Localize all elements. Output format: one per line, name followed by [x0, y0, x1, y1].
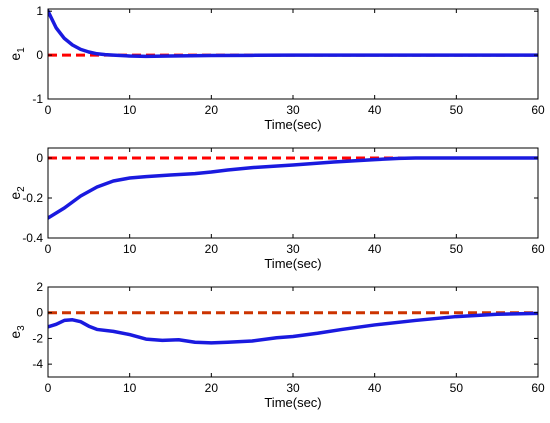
y-tick-label: -0.4	[22, 231, 43, 245]
y-tick-label: 0	[36, 48, 43, 62]
x-tick-label: 40	[368, 381, 382, 395]
y-tick-label: 0	[36, 306, 43, 320]
x-tick-label: 10	[123, 242, 137, 256]
error-curve	[48, 311, 538, 345]
x-tick-label: 30	[286, 103, 300, 117]
y-tick-label: -2	[32, 331, 43, 345]
y-axis-label: e2	[7, 186, 27, 200]
y-axis-label: e1	[7, 47, 27, 61]
x-tick-label: 20	[205, 242, 219, 256]
x-tick-label: 60	[531, 381, 545, 395]
error-curve	[48, 9, 538, 59]
x-tick-label: 50	[450, 381, 464, 395]
series-group	[48, 156, 538, 220]
y-tick-label: 1	[36, 4, 43, 18]
x-tick-label: 60	[531, 242, 545, 256]
x-tick-label: 20	[205, 381, 219, 395]
x-tick-label: 0	[45, 381, 52, 395]
y-tick-label: -4	[32, 357, 43, 371]
x-tick-label: 30	[286, 381, 300, 395]
y-tick-label: 2	[36, 280, 43, 294]
x-tick-label: 20	[205, 103, 219, 117]
error-curve	[48, 156, 538, 220]
y-tick-label: -0.2	[22, 191, 43, 205]
x-axis-label: Time(sec)	[264, 117, 321, 132]
x-axis-label: Time(sec)	[264, 256, 321, 271]
x-tick-label: 0	[45, 103, 52, 117]
x-tick-label: 10	[123, 103, 137, 117]
x-tick-label: 30	[286, 242, 300, 256]
series-group	[48, 9, 538, 59]
x-tick-label: 60	[531, 103, 545, 117]
axes-frame	[47, 147, 539, 239]
x-axis-label: Time(sec)	[264, 395, 321, 410]
series-group	[48, 311, 538, 345]
x-tick-label: 10	[123, 381, 137, 395]
x-tick-label: 0	[45, 242, 52, 256]
x-tick-label: 50	[450, 103, 464, 117]
y-tick-label: 0	[36, 151, 43, 165]
x-tick-label: 40	[368, 242, 382, 256]
y-axis-label: e3	[7, 325, 27, 339]
y-tick-label: -1	[32, 92, 43, 106]
x-tick-label: 50	[450, 242, 464, 256]
x-tick-label: 40	[368, 103, 382, 117]
panel-e2: 0 10 20 30 40 50 60 0 -0.2 -0.4 Time(sec) e2	[7, 147, 545, 271]
